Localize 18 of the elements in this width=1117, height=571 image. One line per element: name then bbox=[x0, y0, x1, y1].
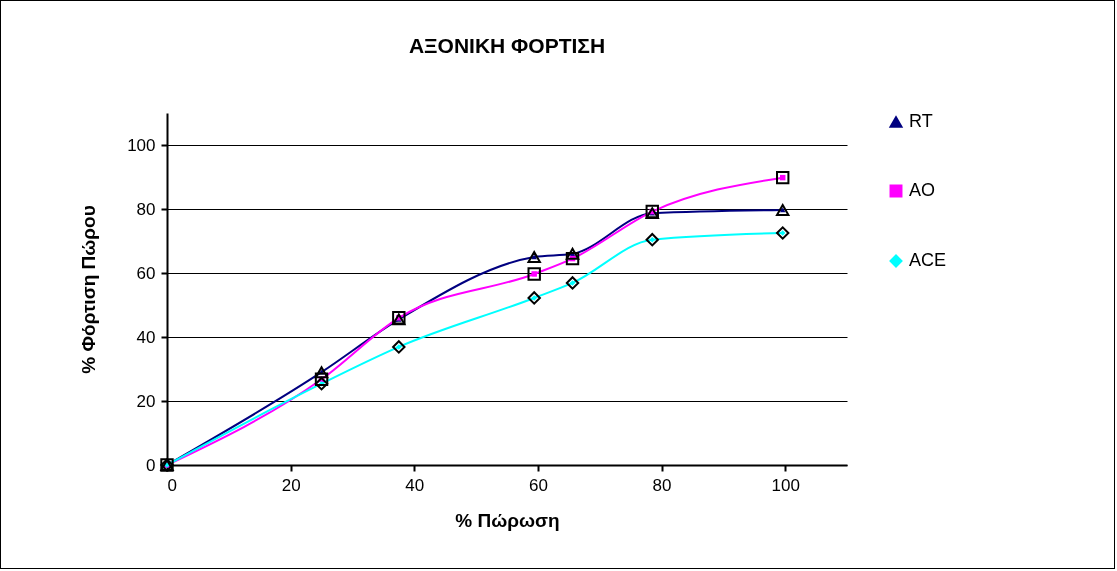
y-tick-label: 0 bbox=[146, 455, 156, 475]
y-tick-label: 60 bbox=[136, 263, 156, 283]
x-tick-label: 20 bbox=[281, 475, 301, 495]
x-axis-title: % Πώρωση bbox=[455, 509, 560, 531]
legend-label: AO bbox=[909, 180, 936, 200]
y-tick-label: 80 bbox=[136, 199, 156, 219]
legend-label: ACE bbox=[909, 250, 947, 270]
x-tick-label: 100 bbox=[771, 475, 800, 495]
chart-title: ΑΞΟΝΙΚΗ ΦΟΡΤΙΣΗ bbox=[408, 34, 606, 57]
x-tick-label: 60 bbox=[528, 475, 548, 495]
x-tick-label: 0 bbox=[167, 475, 177, 495]
x-tick-label: 80 bbox=[652, 475, 672, 495]
y-axis-title: % Φόρτιση Πώρου bbox=[78, 205, 100, 374]
y-tick-label: 40 bbox=[136, 327, 156, 347]
x-tick-label: 40 bbox=[405, 475, 425, 495]
legend-label: RT bbox=[909, 111, 933, 131]
y-tick-label: 100 bbox=[127, 135, 156, 155]
y-tick-label: 20 bbox=[136, 391, 156, 411]
